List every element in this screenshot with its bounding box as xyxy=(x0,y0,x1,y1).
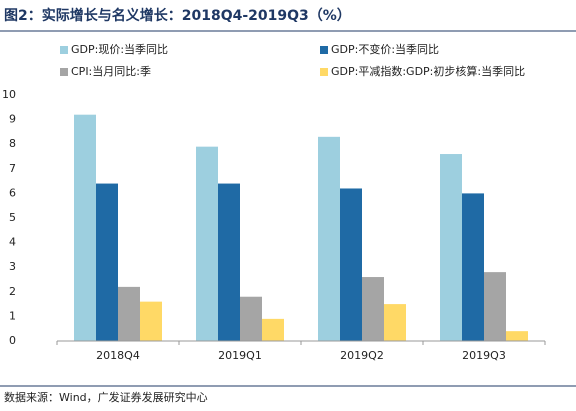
legend-label: CPI:当月同比:季 xyxy=(71,64,151,78)
legend-swatch xyxy=(60,46,68,54)
legend-swatch xyxy=(320,46,328,54)
bar xyxy=(362,277,384,341)
y-tick-label: 8 xyxy=(9,137,16,150)
x-tick-label: 2019Q3 xyxy=(462,349,506,362)
bar xyxy=(318,136,340,341)
chart-title: 图2：实际增长与名义增长：2018Q4-2019Q3（%） xyxy=(4,7,351,24)
legend-label: GDP:现价:当季同比 xyxy=(71,42,168,56)
bar xyxy=(196,146,218,341)
y-tick-label: 2 xyxy=(9,285,16,298)
y-tick-label: 10 xyxy=(2,88,16,101)
x-tick-label: 2019Q2 xyxy=(340,349,384,362)
bar xyxy=(74,114,96,342)
bar xyxy=(240,296,262,341)
bar xyxy=(218,183,240,341)
legend-swatch xyxy=(320,68,328,76)
legend-label: GDP:不变价:当季同比 xyxy=(331,42,439,56)
bar xyxy=(118,286,140,341)
legend-swatch xyxy=(60,68,68,76)
x-tick-label: 2018Q4 xyxy=(96,349,140,362)
bar xyxy=(340,188,362,341)
y-tick-label: 4 xyxy=(9,236,16,249)
y-tick-label: 3 xyxy=(9,260,16,273)
source: 数据来源：Wind，广发证券发展研究中心 xyxy=(4,390,208,404)
bar xyxy=(140,301,162,341)
bar xyxy=(506,331,528,341)
bar xyxy=(440,154,462,341)
x-tick-label: 2019Q1 xyxy=(218,349,262,362)
y-tick-label: 0 xyxy=(9,334,16,347)
y-tick-label: 7 xyxy=(9,162,16,175)
bar xyxy=(462,193,484,341)
legend-label: GDP:平减指数:GDP:初步核算:当季同比 xyxy=(331,64,525,78)
bar xyxy=(96,183,118,341)
y-tick-label: 6 xyxy=(9,186,16,199)
bar xyxy=(484,272,506,341)
y-tick-label: 5 xyxy=(9,211,16,224)
y-tick-label: 9 xyxy=(9,113,16,126)
bar xyxy=(262,318,284,341)
y-tick-label: 1 xyxy=(9,309,16,322)
bar xyxy=(384,304,406,341)
